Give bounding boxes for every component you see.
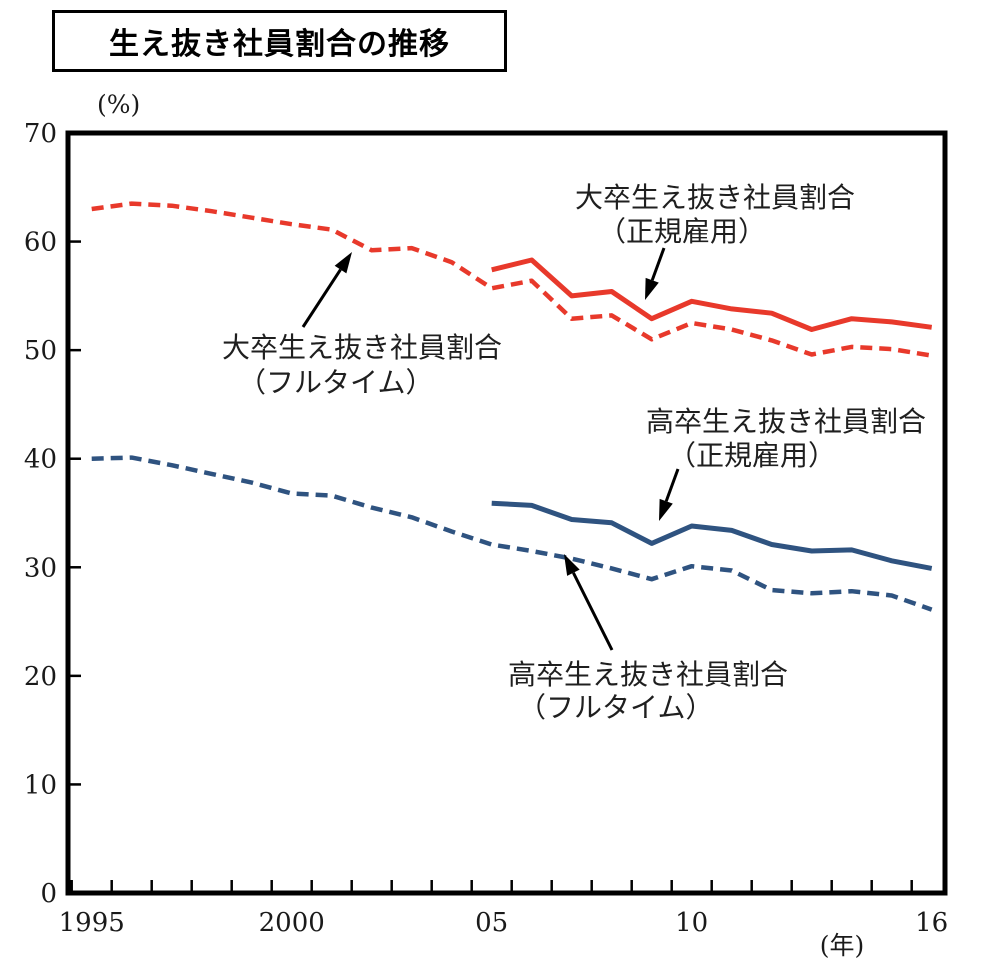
plot-border (65, 130, 948, 896)
y-axis-unit-label: (%) (97, 90, 140, 119)
annotation-text-daisotsu-fulltime: 大卒生え抜き社員割合 (222, 332, 502, 364)
x-tick-label: 10 (675, 908, 708, 938)
series-line-daisotsu-seiki (491, 257, 933, 332)
annotation-arrowhead-kosotsu-fulltime (564, 554, 580, 576)
series-line-kosotsu-seiki (491, 500, 933, 571)
annotation-arrowhead-kosotsu-seiki (659, 498, 673, 521)
y-tick-label: 30 (24, 553, 57, 583)
annotation-arrow-daisotsu-seiki (650, 247, 666, 281)
annotation-text-kosotsu-seiki: （正規雇用） (668, 440, 836, 472)
x-tick-label: 05 (475, 908, 508, 938)
y-tick-label: 70 (24, 119, 57, 149)
series-line-kosotsu-fulltime (91, 455, 933, 612)
annotation-text-kosotsu-fulltime: 高卒生え抜き社員割合 (508, 659, 788, 691)
x-tick-label: 2000 (259, 908, 325, 938)
x-tick-label: 1995 (59, 908, 125, 938)
annotation-arrow-kosotsu-seiki (664, 468, 680, 502)
x-tick-label: 16 (915, 908, 948, 938)
annotation-text-daisotsu-seiki: （正規雇用） (598, 216, 766, 248)
y-tick-label: 10 (24, 770, 57, 800)
annotation-arrow-kosotsu-fulltime (572, 572, 614, 651)
y-tick-label: 0 (40, 879, 57, 909)
chart-title: 生え抜き社員割合の推移 (109, 28, 450, 61)
y-tick-label: 40 (24, 445, 57, 475)
annotation-text-kosotsu-seiki: 高卒生え抜き社員割合 (646, 406, 926, 438)
annotation-text-kosotsu-fulltime: （フルタイム） (518, 692, 713, 724)
annotation-arrow-daisotsu-fulltime (301, 268, 342, 328)
y-tick-label: 20 (24, 662, 57, 692)
chart-title-box: 生え抜き社員割合の推移 (52, 10, 507, 72)
y-tick-label: 60 (24, 228, 57, 258)
annotation-arrowhead-daisotsu-seiki (645, 277, 659, 300)
x-axis-unit-label: (年) (820, 931, 865, 960)
series-line-daisotsu-fulltime (91, 201, 933, 358)
annotation-text-daisotsu-seiki: 大卒生え抜き社員割合 (575, 182, 855, 214)
y-tick-label: 50 (24, 336, 57, 366)
annotation-text-daisotsu-fulltime: （フルタイム） (238, 367, 433, 399)
annotation-arrowhead-daisotsu-fulltime (334, 252, 352, 274)
